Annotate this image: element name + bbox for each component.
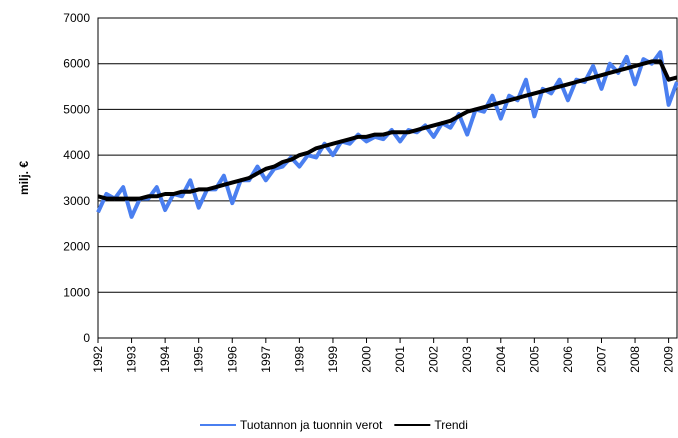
legend-label: Trendi (434, 418, 468, 432)
x-tick-label: 2009 (662, 346, 676, 373)
y-tick-label: 1000 (63, 285, 90, 299)
x-tick-label: 2003 (460, 346, 474, 373)
x-tick-label: 1999 (326, 346, 340, 373)
y-tick-label: 0 (83, 331, 90, 345)
series-line (97, 59, 678, 201)
y-tick-label: 6000 (63, 57, 90, 71)
x-tick-label: 1993 (125, 346, 139, 373)
x-tick-label: 2005 (527, 346, 541, 373)
plot-frame (97, 17, 678, 339)
y-axis-label: milj. € (17, 161, 31, 195)
x-tick-label: 2001 (393, 346, 407, 373)
x-tick-label: 1997 (259, 346, 273, 373)
x-tick-label: 1992 (91, 346, 105, 373)
y-tick-label: 4000 (63, 148, 90, 162)
x-tick-label: 1996 (225, 346, 239, 373)
x-tick-label: 2000 (360, 346, 374, 373)
x-tick-label: 1998 (292, 346, 306, 373)
y-tick-label: 3000 (63, 194, 90, 208)
y-tick-label: 2000 (63, 240, 90, 254)
x-tick-label: 2007 (594, 346, 608, 373)
x-tick-label: 2002 (427, 346, 441, 373)
x-tick-label: 1995 (192, 346, 206, 373)
y-tick-label: 5000 (63, 102, 90, 116)
x-tick-label: 2006 (561, 346, 575, 373)
legend-label: Tuotannon ja tuonnin verot (240, 418, 383, 432)
x-tick-label: 2008 (628, 346, 642, 373)
x-tick-label: 2004 (494, 346, 508, 373)
x-tick-label: 1994 (158, 346, 172, 373)
y-tick-label: 7000 (63, 11, 90, 25)
